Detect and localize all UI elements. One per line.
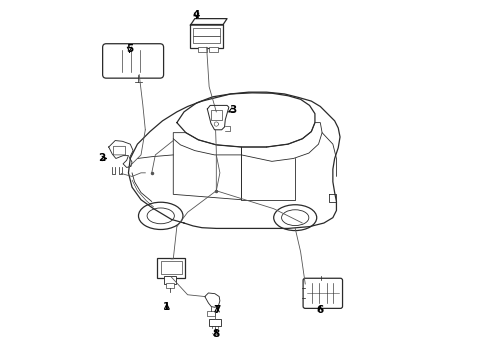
Text: 1: 1 [163,302,171,312]
Text: 4: 4 [193,10,200,20]
Ellipse shape [282,210,309,226]
FancyBboxPatch shape [102,44,164,78]
Text: 6: 6 [317,305,324,315]
FancyBboxPatch shape [209,319,221,326]
FancyBboxPatch shape [164,276,176,284]
FancyBboxPatch shape [166,283,174,288]
Ellipse shape [139,202,183,229]
FancyBboxPatch shape [207,311,215,316]
Ellipse shape [147,208,174,224]
FancyBboxPatch shape [209,47,218,52]
Text: 5: 5 [126,44,133,54]
FancyBboxPatch shape [198,47,207,52]
FancyBboxPatch shape [113,146,125,155]
FancyBboxPatch shape [161,261,181,274]
Ellipse shape [274,205,317,230]
FancyBboxPatch shape [193,28,220,36]
Text: 8: 8 [213,329,220,339]
FancyBboxPatch shape [303,278,343,309]
FancyBboxPatch shape [211,111,222,120]
FancyBboxPatch shape [157,258,185,278]
Text: 2: 2 [98,153,105,163]
FancyBboxPatch shape [190,24,223,48]
Text: 7: 7 [213,305,220,315]
Text: 3: 3 [229,105,236,115]
FancyBboxPatch shape [193,36,220,43]
